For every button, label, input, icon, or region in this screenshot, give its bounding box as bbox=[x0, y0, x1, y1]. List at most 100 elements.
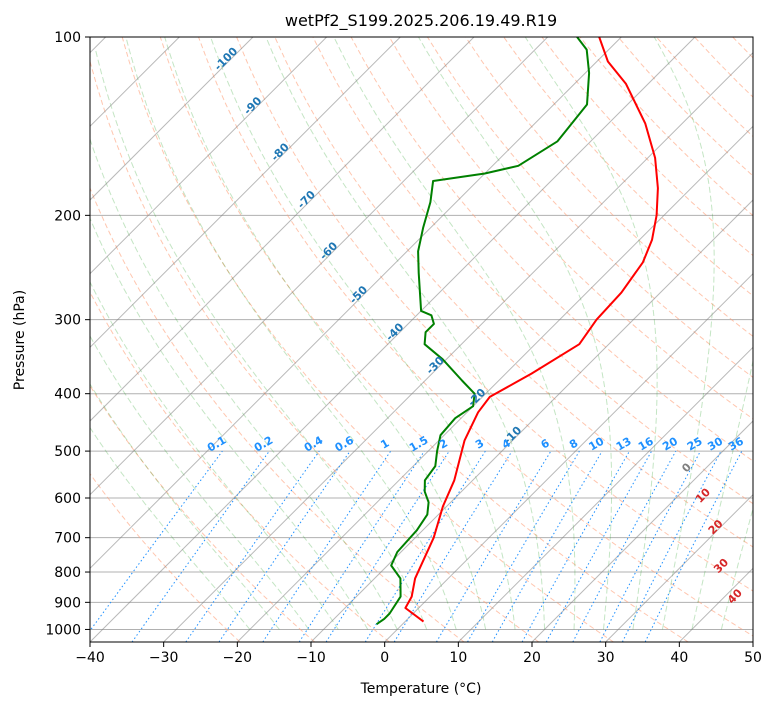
mixing-ratio-line bbox=[393, 450, 513, 642]
mixing-ratio-label: 3 bbox=[473, 437, 486, 452]
x-axis-label: Temperature (°C) bbox=[360, 681, 482, 697]
dry-adiabat bbox=[426, 37, 753, 378]
mixing-ratio-line bbox=[325, 450, 450, 642]
moist-adiabat bbox=[90, 217, 369, 630]
x-tick-label: 50 bbox=[744, 650, 762, 666]
isotherm bbox=[90, 37, 696, 642]
x-tick-label: 20 bbox=[523, 650, 541, 666]
isotherm bbox=[90, 37, 328, 275]
temperature-line bbox=[404, 37, 659, 623]
x-tick-label: 30 bbox=[597, 650, 615, 666]
moist-adiabat bbox=[265, 37, 546, 630]
y-tick-label: 200 bbox=[54, 208, 81, 224]
x-tick-label: −20 bbox=[223, 650, 253, 666]
mixing-ratio-label: 8 bbox=[567, 437, 580, 452]
isotherm-labels: -100-90-80-70-60-50-40-30-20-10 bbox=[212, 44, 525, 447]
isotherm bbox=[384, 272, 753, 642]
y-axis: 1000 900 800 700 600 500 400 300 200 100 bbox=[45, 30, 90, 638]
x-tick-label: −30 bbox=[149, 650, 179, 666]
isotherm bbox=[90, 37, 622, 570]
y-tick-label: 1000 bbox=[45, 622, 81, 638]
moist-adiabat bbox=[90, 335, 310, 630]
moist-adiabat bbox=[90, 137, 398, 630]
dry-adiabat bbox=[198, 37, 753, 637]
sounding-profiles bbox=[376, 37, 659, 626]
moist-adiabat bbox=[164, 37, 487, 630]
x-tick-label: 10 bbox=[449, 650, 467, 666]
dry-adiabat bbox=[236, 37, 753, 592]
mixing-ratio-line bbox=[621, 450, 722, 642]
dry-adiabat bbox=[159, 37, 689, 642]
y-tick-label: 900 bbox=[54, 595, 81, 611]
y-tick-label: 800 bbox=[54, 565, 81, 581]
y-tick-label: 500 bbox=[54, 444, 81, 460]
isotherm-label: -30 bbox=[424, 354, 447, 377]
dry-adiabat bbox=[771, 37, 775, 642]
isotherm bbox=[90, 37, 401, 349]
dry-adiabat bbox=[90, 472, 241, 642]
dry-adiabat bbox=[503, 37, 753, 297]
y-axis-label: Pressure (hPa) bbox=[12, 290, 28, 390]
isotherm bbox=[90, 37, 254, 201]
dry-adiabat bbox=[656, 37, 753, 138]
chart-title: wetPf2_S199.2025.206.19.49.R19 bbox=[285, 11, 557, 31]
isotherm-label: -80 bbox=[269, 140, 292, 163]
isotherm-label: -100 bbox=[212, 44, 241, 73]
moist-adiabat bbox=[90, 280, 339, 630]
dewpoint-line bbox=[376, 37, 591, 626]
mixing-ratio-line bbox=[185, 450, 320, 642]
isotherm bbox=[236, 125, 753, 642]
isotherm bbox=[605, 493, 753, 642]
moist-adiabat bbox=[720, 506, 753, 630]
y-tick-label: 400 bbox=[54, 387, 81, 403]
moist-adiabat bbox=[90, 383, 280, 630]
dry-adiabat bbox=[90, 384, 316, 642]
moist-adiabat bbox=[524, 37, 658, 630]
dry-adiabats bbox=[90, 37, 775, 642]
dry-adiabat bbox=[465, 37, 753, 338]
isotherm bbox=[310, 199, 753, 642]
x-tick-label: 0 bbox=[380, 650, 389, 666]
isotherm-label: -40 bbox=[383, 320, 406, 343]
x-tick-label: 40 bbox=[670, 650, 688, 666]
isotherm-label: -70 bbox=[295, 188, 318, 211]
dry-adiabat bbox=[694, 37, 753, 98]
moist-adiabat bbox=[210, 37, 516, 630]
plot-frame bbox=[89, 36, 754, 643]
isotherm bbox=[163, 51, 753, 642]
mixing-ratio-line bbox=[521, 450, 630, 642]
mixing-ratio-line bbox=[644, 450, 743, 642]
isotherm-label: -60 bbox=[317, 239, 340, 262]
isotherm-label: -50 bbox=[347, 283, 370, 306]
mixing-ratio-label: 1 bbox=[378, 437, 391, 452]
isotherm-label: -90 bbox=[241, 94, 264, 117]
x-tick-label: −40 bbox=[75, 650, 105, 666]
isotherms bbox=[90, 37, 753, 642]
moist-adiabat-label: 10 bbox=[693, 485, 713, 505]
dry-adiabat bbox=[274, 37, 753, 548]
moist-adiabat-label: 40 bbox=[725, 586, 745, 606]
moist-adiabat bbox=[653, 37, 715, 630]
dry-adiabat bbox=[732, 37, 753, 59]
mixing-ratio-line bbox=[545, 450, 653, 642]
y-tick-label: 700 bbox=[54, 531, 81, 547]
mixing-ratio-line bbox=[572, 450, 677, 642]
mixing-ratio-line bbox=[262, 450, 392, 642]
isotherm bbox=[90, 37, 549, 496]
isotherm bbox=[531, 420, 753, 642]
moist-adiabat-label: 30 bbox=[711, 556, 731, 576]
isotherm bbox=[678, 567, 753, 642]
moist-adiabat bbox=[691, 358, 753, 630]
y-tick-label: 300 bbox=[54, 313, 81, 329]
moist-adiabat bbox=[333, 37, 576, 630]
mixing-ratio-label: 6 bbox=[539, 436, 552, 451]
moist-adiabat bbox=[90, 426, 251, 630]
mixing-ratio-lines bbox=[90, 450, 743, 642]
dry-adiabat bbox=[350, 37, 753, 462]
dry-adiabat bbox=[90, 291, 390, 642]
y-tick-label: 100 bbox=[54, 30, 81, 46]
mixing-ratio-label: 2 bbox=[437, 437, 450, 452]
moist-adiabats bbox=[90, 37, 753, 630]
mixing-ratio-line bbox=[218, 450, 351, 642]
mixing-ratio-line bbox=[90, 450, 223, 632]
